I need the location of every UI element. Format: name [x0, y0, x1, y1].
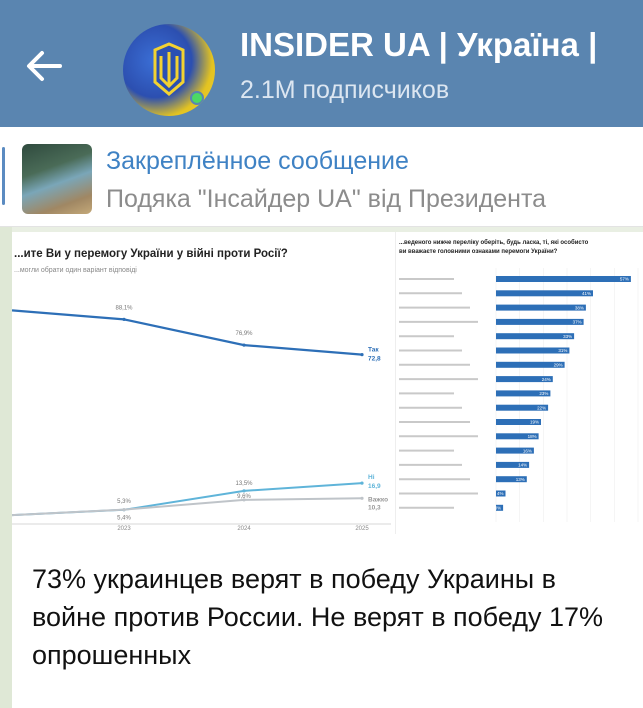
pinned-indicator	[2, 147, 5, 205]
bar	[496, 504, 504, 511]
message-bubble[interactable]: ...ите Ви у перемогу України у війні про…	[12, 232, 643, 708]
post-caption: 73% украинцев верят в победу Украины в в…	[32, 564, 604, 670]
channel-title[interactable]: INSIDER UA | Україна |	[240, 26, 598, 63]
bar-value-label: 38%	[575, 305, 584, 310]
end-label: Важко	[368, 496, 388, 503]
chart-subtitle: ...могли обрати один варіант відповіді	[14, 266, 137, 274]
bar-chart: ...веденого нижче переліку оберіть, будь…	[399, 239, 639, 522]
bar	[496, 376, 553, 383]
end-label: Так	[368, 347, 379, 354]
bar	[496, 361, 565, 368]
line-chart: ...ите Ви у перемогу України у війні про…	[12, 248, 391, 532]
end-label: 72,8	[368, 356, 381, 363]
chat-background	[0, 227, 12, 708]
online-indicator	[190, 91, 204, 105]
series-line-3	[12, 497, 363, 517]
end-label: 16,9	[368, 483, 381, 490]
bar-value-label: 23%	[539, 391, 548, 396]
series-point	[242, 498, 246, 502]
point-label: 88,1%	[115, 305, 133, 311]
bar	[496, 419, 541, 425]
bar-value-label: 4%	[497, 491, 504, 496]
bar-value-label: 37%	[573, 320, 582, 325]
bar-value-label: 57%	[620, 277, 629, 282]
bar-value-label: 22%	[537, 405, 546, 410]
series-point	[360, 481, 364, 485]
point-label: 9,6%	[237, 494, 251, 500]
bar-value-label: 14%	[518, 463, 527, 468]
end-label: Ні	[368, 473, 375, 481]
post-image-line-chart[interactable]: ...ите Ви у перемогу України у війні про…	[12, 232, 391, 534]
bar-value-label: 24%	[542, 377, 551, 382]
point-label: 5,4%	[117, 516, 131, 522]
series-point	[242, 343, 246, 347]
end-label: 10,3	[368, 504, 381, 511]
pinned-title: Закреплённое сообщение	[106, 147, 409, 175]
bar	[496, 390, 551, 397]
bar	[496, 447, 534, 454]
bar-value-label: 19%	[530, 420, 539, 425]
bar-chart-title-line1: ...веденого нижче переліку оберіть, будь…	[399, 239, 589, 246]
bar-value-label: 31%	[558, 348, 567, 353]
bar-value-label: 3%	[495, 506, 502, 511]
x-tick-label: 2025	[355, 526, 369, 532]
bar	[496, 333, 575, 340]
bar-chart-title-line2: ви вважаєте головними ознаками перемоги …	[399, 249, 558, 255]
pinned-message-bar[interactable]: Закреплённое сообщение Подяка "Інсайдер …	[0, 127, 643, 227]
bar	[496, 461, 530, 468]
bar	[496, 433, 539, 440]
series-point	[360, 353, 364, 357]
channel-avatar[interactable]	[123, 24, 215, 116]
point-label: 76,9%	[235, 331, 253, 337]
post-image-bar-chart[interactable]: ...веденого нижче переліку оберіть, будь…	[395, 232, 643, 534]
channel-header: INSIDER UA | Україна | 2.1M подписчиков	[0, 0, 643, 127]
bar	[496, 404, 549, 411]
point-label: 13,5%	[235, 481, 253, 487]
bar-value-label: 41%	[582, 291, 591, 296]
x-tick-label: 2024	[237, 526, 251, 532]
bar-value-label: 13%	[516, 477, 525, 482]
bar-value-label: 18%	[528, 434, 537, 439]
x-tick-label: 2023	[117, 526, 131, 532]
bar	[496, 276, 631, 282]
series-point	[360, 496, 364, 500]
pinned-thumbnail	[22, 144, 92, 214]
series-line-1	[12, 309, 363, 356]
bar	[496, 347, 570, 354]
series-point	[122, 508, 126, 512]
point-label: 5,3%	[117, 499, 131, 505]
chart-title: ...ите Ви у перемогу України у війні про…	[14, 248, 288, 260]
bar-value-label: 33%	[563, 334, 572, 339]
bar-value-label: 16%	[523, 448, 532, 453]
bar	[496, 476, 527, 483]
series-point	[242, 489, 246, 493]
subscriber-count: 2.1M подписчиков	[240, 76, 450, 104]
bar	[496, 304, 586, 311]
pinned-preview: Подяка "Інсайдер UA" від Президента	[106, 185, 547, 213]
bar	[496, 318, 584, 325]
bar	[496, 490, 506, 497]
series-point	[122, 317, 126, 321]
arrow-left-icon[interactable]	[22, 44, 66, 88]
bar	[496, 290, 593, 297]
bar-value-label: 29%	[554, 363, 563, 368]
trident-icon	[153, 42, 185, 96]
